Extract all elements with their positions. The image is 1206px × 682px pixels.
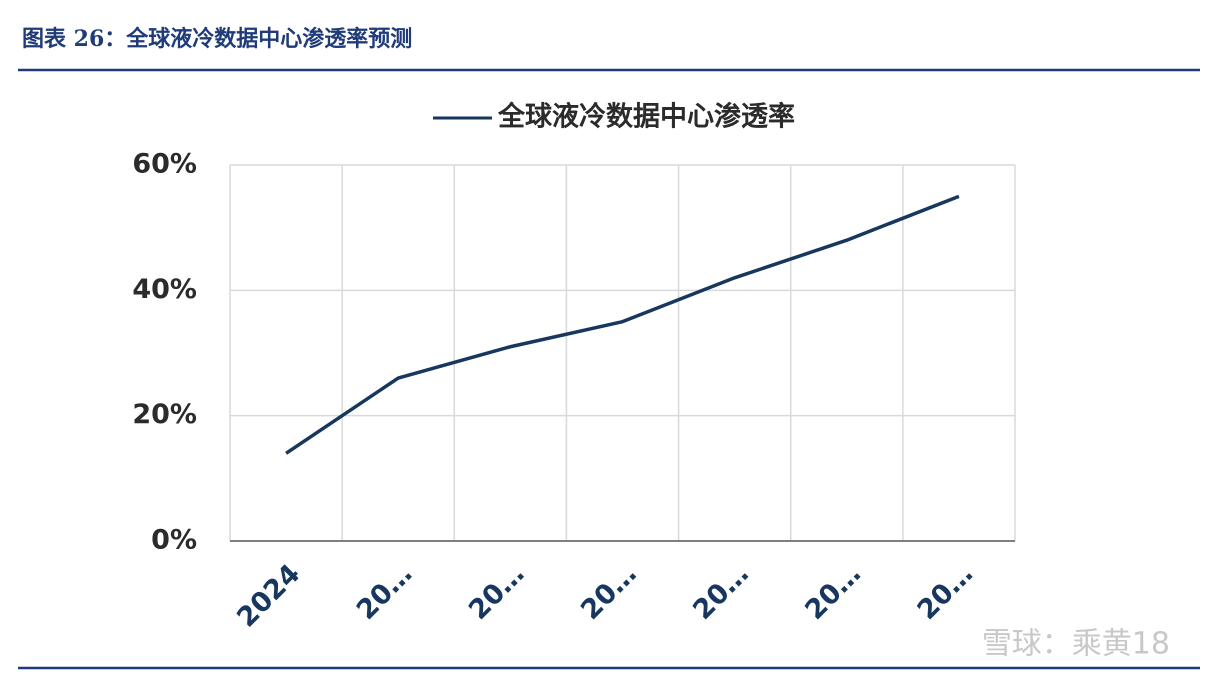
y-tick-label: 40% (132, 274, 197, 305)
x-tick-label: 20… (463, 558, 531, 626)
y-tick-label: 60% (132, 149, 197, 180)
data-line (285, 194, 960, 455)
y-tick-label: 0% (151, 525, 197, 556)
x-tick-label: 20… (575, 558, 643, 626)
legend-label: 全球液冷数据中心渗透率 (497, 101, 795, 133)
x-tick-label: 20… (912, 558, 980, 626)
x-tick-label: 2024 (231, 558, 306, 633)
x-tick-label: 20… (351, 558, 419, 626)
watermark: 雪球：乘黄18 (982, 627, 1170, 662)
header-title: 图表 26：全球液冷数据中心渗透率预测 (22, 26, 412, 52)
x-tick-label: 20… (799, 558, 867, 626)
x-tick-label: 20… (687, 558, 755, 626)
y-tick-label: 20% (132, 399, 197, 430)
